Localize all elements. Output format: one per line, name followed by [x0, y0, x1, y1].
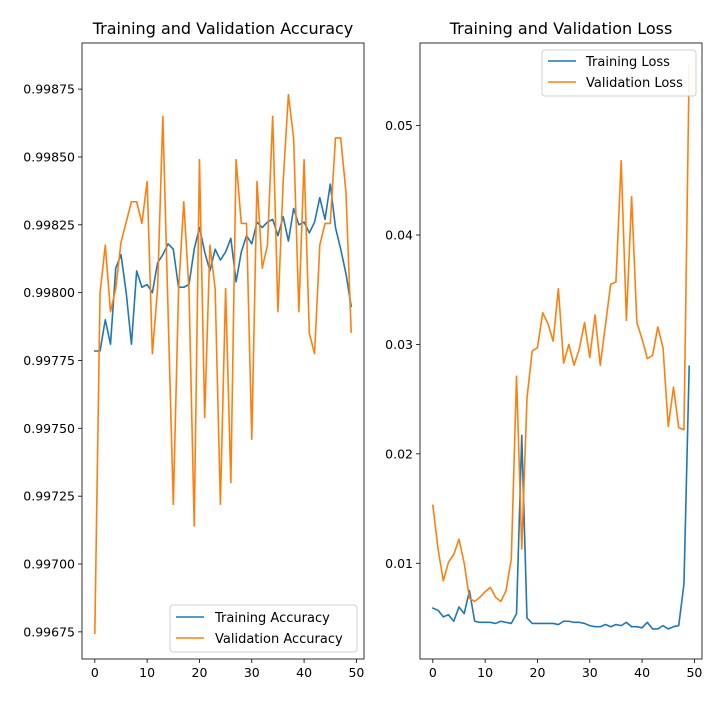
accuracy-y-tick-label: 0.99750	[23, 421, 75, 436]
loss-y-tick-label: 0.02	[385, 446, 413, 461]
accuracy-y-tick-label: 0.99850	[23, 149, 75, 164]
accuracy-x-tick-label: 20	[192, 665, 208, 680]
loss-x-tick-label: 40	[634, 665, 650, 680]
accuracy-legend-label-training: Training Accuracy	[214, 611, 330, 626]
accuracy-x-tick-label: 50	[348, 665, 364, 680]
loss-x-tick-label: 10	[477, 665, 493, 680]
loss-y-tick-label: 0.04	[385, 228, 413, 243]
loss-series-validation-line	[431, 64, 690, 603]
accuracy-chart-title: Training and Validation Accuracy	[92, 19, 354, 38]
loss-x-tick-label: 20	[530, 665, 546, 680]
accuracy-y-tick-label: 0.99725	[23, 489, 75, 504]
loss-x-tick-label: 30	[582, 665, 598, 680]
loss-y-tick-label: 0.05	[385, 118, 413, 133]
loss-chart-frame	[419, 42, 703, 660]
accuracy-y-tick-label: 0.99875	[23, 82, 75, 97]
loss-series-training-line	[431, 365, 690, 630]
accuracy-x-tick-label: 30	[244, 665, 260, 680]
loss-x-tick-label: 50	[686, 665, 702, 680]
accuracy-y-tick-label: 0.99675	[23, 624, 75, 639]
accuracy-y-tick-label: 0.99700	[23, 557, 75, 572]
loss-chart: Training and Validation Loss 0 10 20 30 40 50…	[385, 19, 702, 680]
accuracy-chart-marks	[94, 93, 353, 635]
loss-chart-legend: Training Loss Validation Loss	[541, 49, 697, 97]
loss-legend-box	[541, 49, 697, 97]
accuracy-series-validation-line	[94, 93, 353, 635]
loss-y-tick-label: 0.03	[385, 337, 413, 352]
accuracy-y-tick-label: 0.99800	[23, 285, 75, 300]
accuracy-chart-legend: Training Accuracy Validation Accuracy	[169, 604, 358, 653]
accuracy-chart-frame	[81, 42, 365, 660]
loss-chart-title: Training and Validation Loss	[449, 19, 673, 38]
accuracy-legend-box	[169, 604, 358, 653]
accuracy-chart-x-ticks: 0 10 20 30 40 50	[91, 659, 364, 680]
loss-x-tick-label: 0	[429, 665, 437, 680]
accuracy-x-tick-label: 0	[91, 665, 99, 680]
accuracy-y-tick-label: 0.99825	[23, 217, 75, 232]
accuracy-series-training-line	[94, 183, 353, 352]
accuracy-x-tick-label: 10	[139, 665, 155, 680]
loss-chart-y-ticks: 0.01 0.02 0.03 0.04 0.05	[385, 118, 420, 571]
loss-legend-label-training: Training Loss	[585, 55, 670, 70]
loss-chart-x-ticks: 0 10 20 30 40 50	[429, 659, 702, 680]
loss-legend-label-validation: Validation Loss	[586, 76, 683, 91]
loss-chart-marks	[431, 64, 690, 630]
accuracy-x-tick-label: 40	[296, 665, 312, 680]
accuracy-chart-y-ticks: 0.99675 0.99700 0.99725 0.99750 0.99775 0.998…	[23, 82, 82, 639]
loss-y-tick-label: 0.01	[385, 556, 413, 571]
accuracy-chart: Training and Validation Accuracy 0 10 20 30…	[23, 19, 364, 680]
accuracy-legend-label-validation: Validation Accuracy	[215, 632, 343, 647]
accuracy-y-tick-label: 0.99775	[23, 353, 75, 368]
